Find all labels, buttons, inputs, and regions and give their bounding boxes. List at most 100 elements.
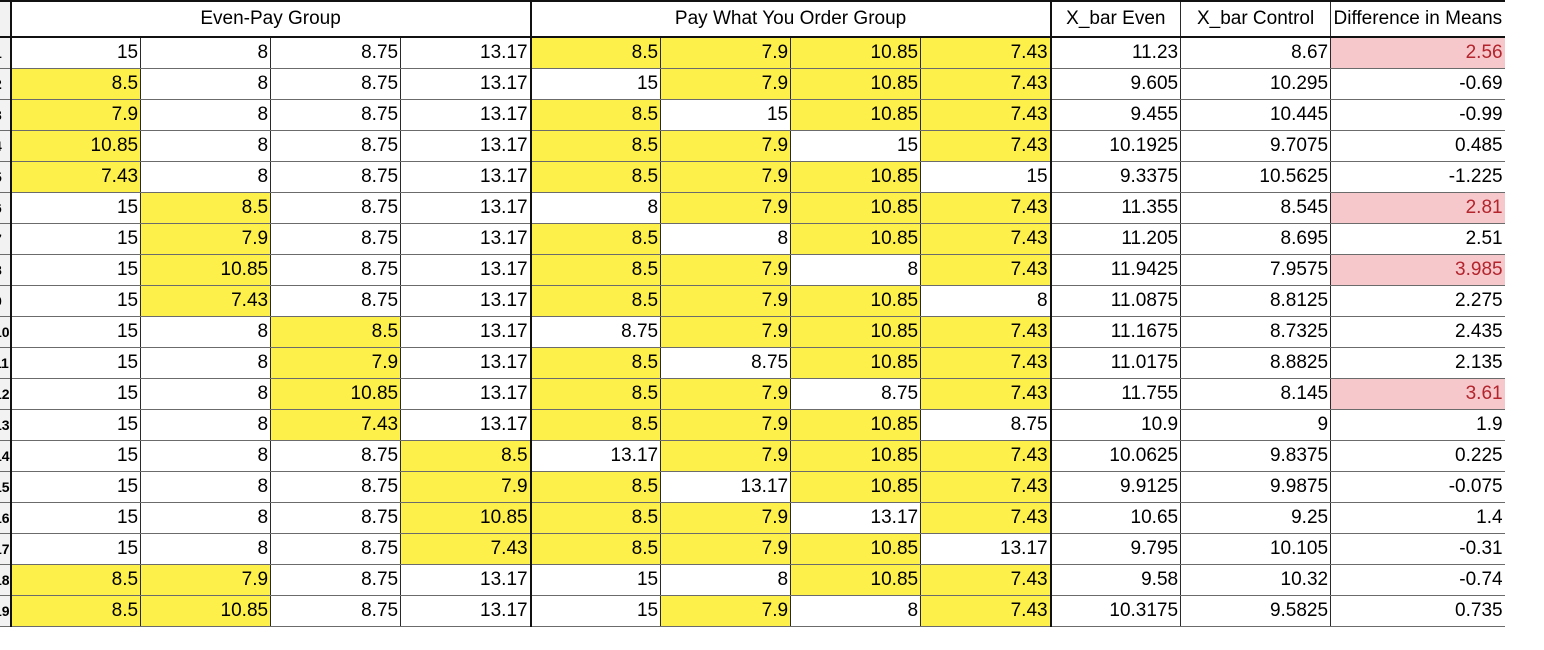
x-bar-even-cell[interactable]: 9.3375 xyxy=(1050,161,1182,193)
even-pay-cell[interactable]: 8 xyxy=(140,347,272,379)
pay-what-you-order-cell[interactable]: 7.9 xyxy=(660,285,792,317)
even-pay-cell[interactable]: 7.43 xyxy=(400,533,532,565)
even-pay-cell[interactable]: 13.17 xyxy=(400,68,532,100)
even-pay-cell[interactable]: 8 xyxy=(140,471,272,503)
x-bar-even-cell[interactable]: 10.9 xyxy=(1050,409,1182,441)
pay-what-you-order-cell[interactable]: 8.75 xyxy=(660,347,792,379)
x-bar-control-cell[interactable]: 8.695 xyxy=(1180,223,1332,255)
x-bar-control-cell[interactable]: 8.67 xyxy=(1180,37,1332,69)
x-bar-control-cell[interactable]: 8.7325 xyxy=(1180,316,1332,348)
pay-what-you-order-cell[interactable]: 8 xyxy=(920,285,1052,317)
even-pay-cell[interactable]: 13.17 xyxy=(400,564,532,596)
row-number[interactable]: 8 xyxy=(0,254,12,286)
pay-what-you-order-cell[interactable]: 8 xyxy=(529,192,662,224)
pay-what-you-order-cell[interactable]: 8.5 xyxy=(529,502,662,534)
pay-what-you-order-cell[interactable]: 8.5 xyxy=(529,161,662,193)
even-pay-cell[interactable]: 10.85 xyxy=(400,502,532,534)
even-pay-cell[interactable]: 8 xyxy=(140,440,272,472)
x-bar-even-cell[interactable]: 11.1675 xyxy=(1050,316,1182,348)
even-pay-cell[interactable]: 8 xyxy=(140,37,272,69)
even-pay-cell[interactable]: 8.75 xyxy=(270,440,402,472)
difference-in-means-cell[interactable]: -0.74 xyxy=(1330,564,1505,596)
difference-in-means-cell[interactable]: 2.275 xyxy=(1330,285,1505,317)
even-pay-cell[interactable]: 15 xyxy=(10,347,142,379)
pay-what-you-order-cell[interactable]: 7.9 xyxy=(660,502,792,534)
pay-what-you-order-cell[interactable]: 7.43 xyxy=(920,99,1052,131)
even-pay-cell[interactable]: 8.75 xyxy=(270,564,402,596)
pay-what-you-order-cell[interactable]: 15 xyxy=(529,595,662,627)
even-pay-cell[interactable]: 8.75 xyxy=(270,161,402,193)
x-bar-even-cell[interactable]: 11.0175 xyxy=(1050,347,1182,379)
pay-what-you-order-cell[interactable]: 8.5 xyxy=(529,471,662,503)
x-bar-control-cell[interactable]: 10.445 xyxy=(1180,99,1332,131)
difference-in-means-header[interactable]: Difference in Means xyxy=(1330,0,1505,38)
difference-in-means-cell[interactable]: 2.435 xyxy=(1330,316,1505,348)
even-pay-cell[interactable]: 8.75 xyxy=(270,192,402,224)
even-pay-cell[interactable]: 8 xyxy=(140,99,272,131)
x-bar-even-cell[interactable]: 10.1925 xyxy=(1050,130,1182,162)
x-bar-control-cell[interactable]: 7.9575 xyxy=(1180,254,1332,286)
pay-what-you-order-cell[interactable]: 15 xyxy=(529,564,662,596)
row-number[interactable]: 9 xyxy=(0,285,12,317)
pay-what-you-order-cell[interactable]: 7.9 xyxy=(660,192,792,224)
x-bar-even-cell[interactable]: 10.3175 xyxy=(1050,595,1182,627)
difference-in-means-cell[interactable]: -1.225 xyxy=(1330,161,1505,193)
even-pay-cell[interactable]: 13.17 xyxy=(400,347,532,379)
even-pay-cell[interactable]: 7.43 xyxy=(10,161,142,193)
x-bar-control-cell[interactable]: 10.295 xyxy=(1180,68,1332,100)
x-bar-even-cell[interactable]: 10.65 xyxy=(1050,502,1182,534)
pay-what-you-order-cell[interactable]: 7.43 xyxy=(920,347,1052,379)
pay-what-you-order-cell[interactable]: 7.43 xyxy=(920,130,1052,162)
even-pay-cell[interactable]: 8.75 xyxy=(270,533,402,565)
row-number[interactable]: 19 xyxy=(0,595,12,627)
even-pay-cell[interactable]: 13.17 xyxy=(400,223,532,255)
pay-what-you-order-cell[interactable]: 10.85 xyxy=(790,409,922,441)
even-pay-cell[interactable]: 8.5 xyxy=(10,564,142,596)
x-bar-control-header[interactable]: X_bar Control xyxy=(1180,0,1332,38)
row-number[interactable]: 15 xyxy=(0,471,12,503)
even-pay-cell[interactable]: 15 xyxy=(10,316,142,348)
even-pay-cell[interactable]: 13.17 xyxy=(400,316,532,348)
even-pay-cell[interactable]: 8 xyxy=(140,316,272,348)
pay-what-you-order-cell[interactable]: 7.43 xyxy=(920,254,1052,286)
pay-what-you-order-cell[interactable]: 8.5 xyxy=(529,99,662,131)
even-pay-cell[interactable]: 15 xyxy=(10,533,142,565)
pay-what-you-order-cell[interactable]: 8.75 xyxy=(920,409,1052,441)
even-pay-cell[interactable]: 8 xyxy=(140,533,272,565)
difference-in-means-cell[interactable]: -0.99 xyxy=(1330,99,1505,131)
difference-in-means-cell[interactable]: 0.735 xyxy=(1330,595,1505,627)
pay-what-you-order-cell[interactable]: 8.75 xyxy=(529,316,662,348)
difference-in-means-cell[interactable]: 3.985 xyxy=(1330,254,1505,286)
difference-in-means-cell[interactable]: 0.225 xyxy=(1330,440,1505,472)
pay-what-you-order-cell[interactable]: 7.43 xyxy=(920,192,1052,224)
pay-what-you-order-cell[interactable]: 13.17 xyxy=(920,533,1052,565)
even-pay-cell[interactable]: 8.75 xyxy=(270,130,402,162)
even-pay-cell[interactable]: 10.85 xyxy=(10,130,142,162)
pay-what-you-order-cell[interactable]: 8.5 xyxy=(529,378,662,410)
difference-in-means-cell[interactable]: 2.81 xyxy=(1330,192,1505,224)
difference-in-means-cell[interactable]: 2.56 xyxy=(1330,37,1505,69)
pay-what-you-order-cell[interactable]: 7.43 xyxy=(920,316,1052,348)
pay-what-you-order-group-header[interactable]: Pay What You Order Group xyxy=(529,0,1052,38)
even-pay-cell[interactable]: 8.5 xyxy=(400,440,532,472)
even-pay-cell[interactable]: 8 xyxy=(140,161,272,193)
x-bar-control-cell[interactable]: 9.7075 xyxy=(1180,130,1332,162)
x-bar-even-cell[interactable]: 9.605 xyxy=(1050,68,1182,100)
x-bar-control-cell[interactable]: 9.9875 xyxy=(1180,471,1332,503)
even-pay-cell[interactable]: 13.17 xyxy=(400,409,532,441)
pay-what-you-order-cell[interactable]: 10.85 xyxy=(790,161,922,193)
pay-what-you-order-cell[interactable]: 10.85 xyxy=(790,440,922,472)
pay-what-you-order-cell[interactable]: 7.9 xyxy=(660,316,792,348)
row-number[interactable]: 10 xyxy=(0,316,12,348)
even-pay-cell[interactable]: 15 xyxy=(10,254,142,286)
difference-in-means-cell[interactable]: -0.69 xyxy=(1330,68,1505,100)
pay-what-you-order-cell[interactable]: 8.5 xyxy=(529,254,662,286)
even-pay-cell[interactable]: 7.9 xyxy=(140,564,272,596)
pay-what-you-order-cell[interactable]: 7.9 xyxy=(660,595,792,627)
row-number[interactable]: 6 xyxy=(0,192,12,224)
x-bar-even-cell[interactable]: 9.795 xyxy=(1050,533,1182,565)
even-pay-cell[interactable]: 8 xyxy=(140,68,272,100)
even-pay-cell[interactable]: 8 xyxy=(140,502,272,534)
even-pay-cell[interactable]: 15 xyxy=(10,378,142,410)
pay-what-you-order-cell[interactable]: 13.17 xyxy=(660,471,792,503)
